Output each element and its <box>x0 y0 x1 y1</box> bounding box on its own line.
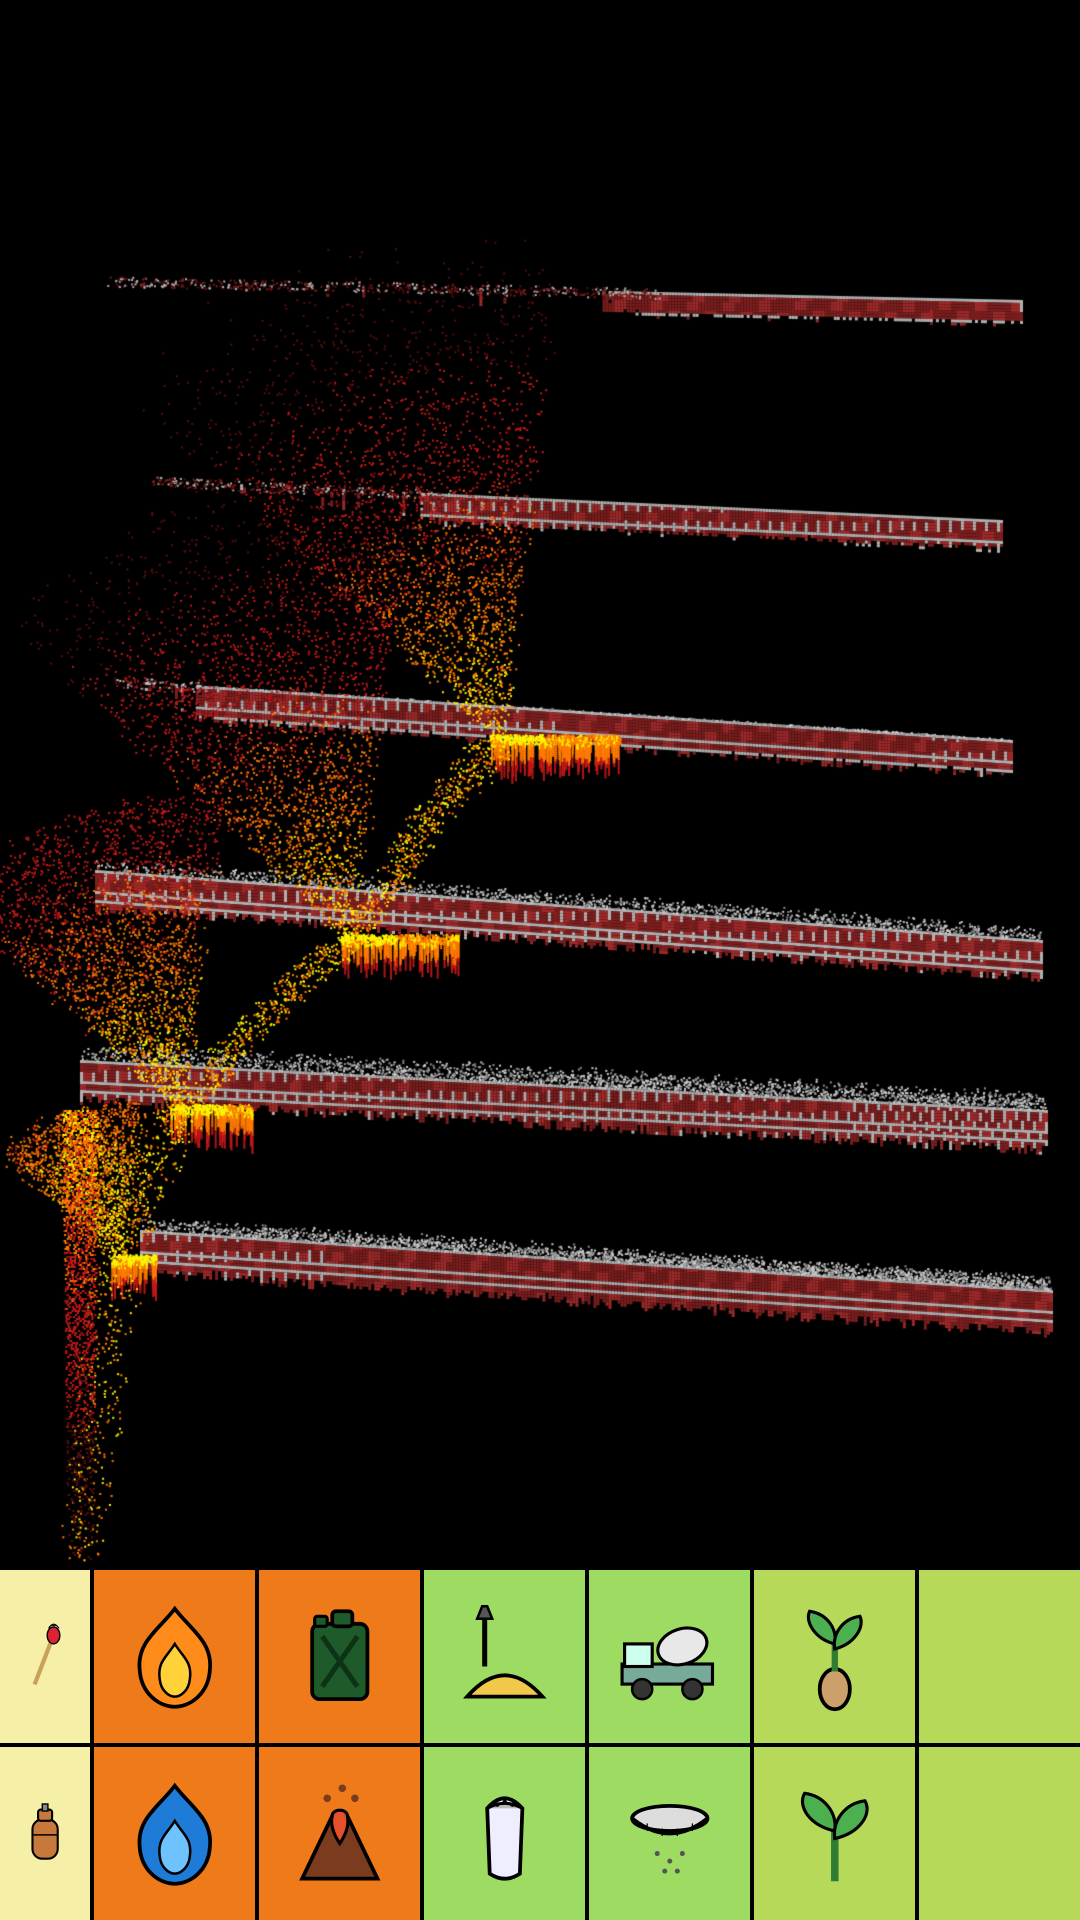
tool-empty[interactable] <box>919 1747 1080 1920</box>
gas-cylinder-icon <box>0 1747 90 1920</box>
tool-sand[interactable] <box>424 1570 585 1743</box>
tool-sieve[interactable] <box>589 1747 750 1920</box>
tool-seed[interactable] <box>754 1570 915 1743</box>
flame-orange-icon <box>94 1570 255 1743</box>
match-icon <box>0 1570 90 1743</box>
salt-shaker-icon <box>424 1747 585 1920</box>
sieve-icon <box>589 1747 750 1920</box>
tool-lava[interactable] <box>259 1747 420 1920</box>
flame-blue-icon <box>94 1747 255 1920</box>
mixer-truck-icon <box>589 1570 750 1743</box>
tool-salt[interactable] <box>424 1747 585 1920</box>
tool-blue-fire[interactable] <box>94 1747 255 1920</box>
tool-fuel[interactable] <box>259 1570 420 1743</box>
tool-fire[interactable] <box>94 1570 255 1743</box>
tool-empty[interactable] <box>919 1570 1080 1743</box>
sand-shovel-icon <box>424 1570 585 1743</box>
simulation-canvas[interactable] <box>0 0 1080 1570</box>
tool-match[interactable] <box>0 1570 90 1743</box>
tool-plant[interactable] <box>754 1747 915 1920</box>
toolbar <box>0 1570 1080 1920</box>
game-screen <box>0 0 1080 1920</box>
volcano-icon <box>259 1747 420 1920</box>
sprout-icon <box>754 1747 915 1920</box>
tool-cement[interactable] <box>589 1570 750 1743</box>
jerrycan-icon <box>259 1570 420 1743</box>
sprout-seed-icon <box>754 1570 915 1743</box>
tool-gas[interactable] <box>0 1747 90 1920</box>
